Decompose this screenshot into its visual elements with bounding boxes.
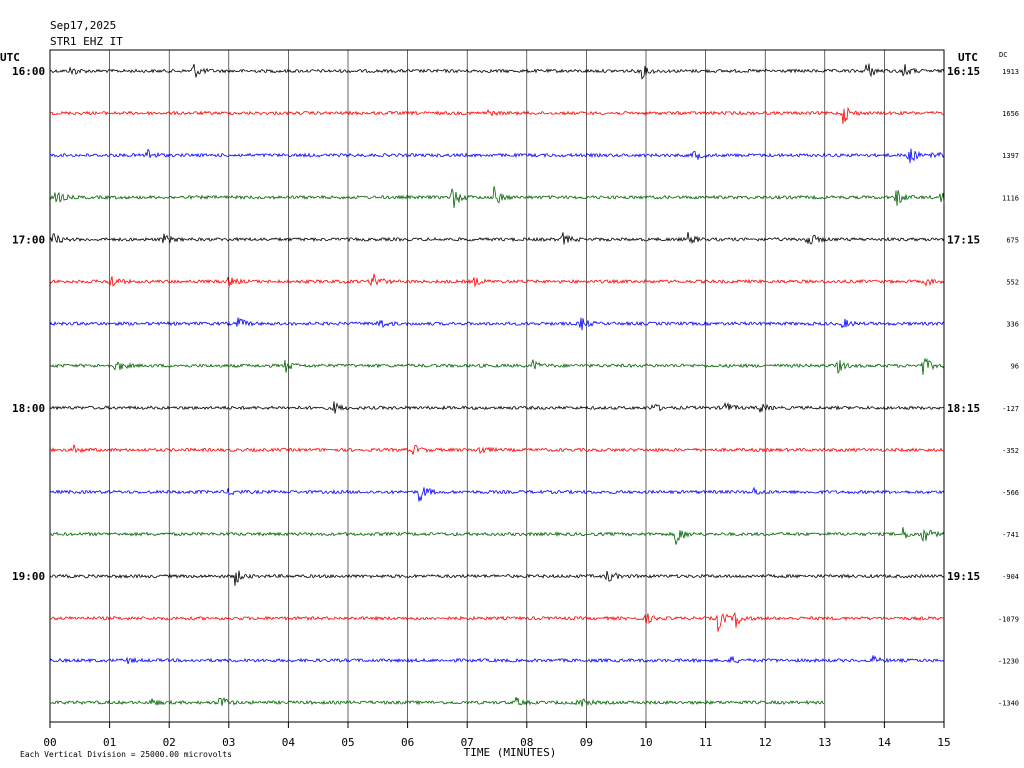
dc-offset-value: 675 <box>1006 236 1019 244</box>
right-time-label: 17:15 <box>947 233 980 246</box>
dc-offset-value: 1656 <box>1002 110 1019 118</box>
dc-offset-value: 1397 <box>1002 152 1019 160</box>
trace-line-row-13 <box>49 612 945 632</box>
plot-frame <box>49 49 945 723</box>
left-time-label: 17:00 <box>12 233 45 246</box>
trace-line-row-9 <box>50 444 945 455</box>
x-tick-label: 02 <box>163 736 176 749</box>
x-tick-label: 03 <box>222 736 235 749</box>
left-time-label: 19:00 <box>12 570 45 583</box>
dc-offset-value: -1079 <box>998 615 1019 623</box>
trace-line-row-5 <box>49 273 945 288</box>
right-time-label: 18:15 <box>947 402 980 415</box>
x-tick-label: 00 <box>43 736 56 749</box>
x-axis-label: TIME (MINUTES) <box>464 746 557 759</box>
chart-labels: 00 01 02 03 04 05 06 07 08 09 10 11 12 13 14 15 16:00 17:… <box>12 65 1019 749</box>
trace-line-row-3 <box>49 186 945 209</box>
left-utc-label: UTC <box>0 51 20 64</box>
station-name: STR1 EHZ IT <box>50 35 123 48</box>
trace-line-row-4 <box>49 231 945 245</box>
plot-date: Sep17,2025 <box>50 19 117 32</box>
dc-offset-value: 552 <box>1006 279 1019 287</box>
x-tick-label: 06 <box>401 736 414 749</box>
x-tick-label: 08 <box>520 736 533 749</box>
x-tick-label: 13 <box>818 736 831 749</box>
right-utc-label: UTC <box>958 51 978 64</box>
trace-line-row-0 <box>49 63 945 80</box>
x-tick-label: 10 <box>639 736 652 749</box>
dc-label: DC <box>999 51 1007 59</box>
left-time-label: 16:00 <box>12 65 45 78</box>
trace-line-row-11 <box>49 527 945 545</box>
footer-note: Each Vertical Division = 25000.00 microv… <box>20 750 232 759</box>
right-time-label: 19:15 <box>947 570 980 583</box>
x-tick-label: 12 <box>759 736 772 749</box>
x-tick-label: 09 <box>580 736 593 749</box>
dc-offset-value: -566 <box>1002 489 1019 497</box>
dc-offset-value: -127 <box>1002 405 1019 413</box>
right-time-label: 16:15 <box>947 65 980 78</box>
dc-offset-value: 1116 <box>1002 194 1019 202</box>
dc-offset-value: -741 <box>1002 531 1019 539</box>
trace-line-row-12 <box>49 570 945 586</box>
trace-line-row-7 <box>49 357 945 375</box>
dc-offset-value: -1340 <box>998 700 1019 708</box>
x-tick-label: 15 <box>937 736 950 749</box>
trace-line-row-14 <box>49 655 945 665</box>
dc-offset-value: -352 <box>1002 447 1019 455</box>
trace-line-row-1 <box>49 106 944 125</box>
x-tick-label: 05 <box>341 736 354 749</box>
trace-line-row-6 <box>49 317 945 331</box>
seismic-traces <box>49 63 945 707</box>
trace-line-row-2 <box>49 148 945 164</box>
trace-line-row-10 <box>49 486 945 502</box>
x-tick-label: 11 <box>699 736 712 749</box>
dc-offset-value: 96 <box>1011 363 1019 371</box>
x-tick-label: 01 <box>103 736 116 749</box>
left-time-label: 18:00 <box>12 402 45 415</box>
dc-offset-value: -904 <box>1002 573 1019 581</box>
x-tick-label: 14 <box>878 736 892 749</box>
trace-line-row-8 <box>49 401 945 414</box>
x-tick-label: 04 <box>282 736 296 749</box>
dc-offset-value: 336 <box>1006 321 1019 329</box>
trace-line-row-15 <box>49 696 825 707</box>
x-tick-label: 07 <box>461 736 474 749</box>
chart-grid <box>49 49 945 728</box>
dc-offset-value: 1913 <box>1002 68 1019 76</box>
dc-offset-value: -1230 <box>998 657 1019 665</box>
